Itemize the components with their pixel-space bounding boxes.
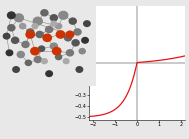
Circle shape	[78, 48, 86, 54]
Circle shape	[7, 11, 16, 19]
Circle shape	[55, 54, 62, 60]
Circle shape	[55, 23, 62, 29]
Circle shape	[14, 13, 24, 22]
Circle shape	[83, 20, 91, 27]
Circle shape	[73, 28, 82, 36]
Circle shape	[30, 47, 40, 55]
Y-axis label: Current (nA): Current (nA)	[68, 44, 73, 81]
Circle shape	[3, 33, 11, 40]
Circle shape	[68, 17, 77, 25]
Circle shape	[33, 17, 43, 26]
Circle shape	[34, 56, 42, 63]
Circle shape	[56, 30, 65, 39]
Circle shape	[36, 31, 44, 38]
Circle shape	[41, 58, 48, 64]
Circle shape	[40, 9, 49, 17]
Circle shape	[25, 30, 35, 39]
Circle shape	[63, 58, 70, 64]
Circle shape	[50, 14, 58, 22]
Circle shape	[50, 42, 58, 50]
Circle shape	[17, 51, 25, 58]
Circle shape	[19, 23, 26, 29]
Circle shape	[42, 33, 52, 42]
Circle shape	[5, 49, 13, 56]
Circle shape	[25, 59, 32, 66]
Circle shape	[21, 41, 30, 48]
Circle shape	[31, 23, 39, 29]
Circle shape	[64, 34, 72, 42]
Circle shape	[38, 45, 45, 52]
Circle shape	[71, 39, 80, 47]
Circle shape	[50, 20, 57, 27]
Circle shape	[26, 28, 34, 36]
Circle shape	[58, 11, 68, 20]
Circle shape	[65, 30, 74, 39]
Circle shape	[12, 66, 20, 73]
Circle shape	[11, 37, 19, 44]
Circle shape	[52, 47, 62, 55]
Circle shape	[75, 66, 83, 73]
Circle shape	[81, 37, 89, 44]
Circle shape	[7, 24, 15, 32]
Circle shape	[45, 26, 53, 33]
Circle shape	[66, 49, 74, 57]
Circle shape	[45, 70, 53, 77]
